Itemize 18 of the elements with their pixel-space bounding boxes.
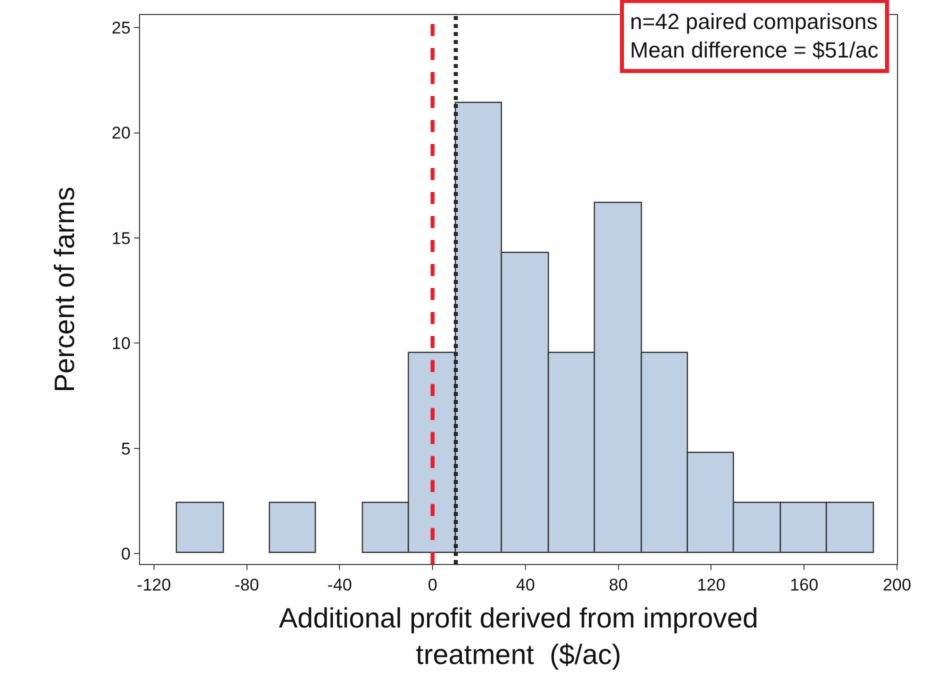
x-tick-label: 0	[428, 575, 438, 594]
x-tick-label: 160	[790, 575, 818, 594]
x-tick-label: 200	[882, 575, 912, 594]
y-tick-label: 15	[112, 228, 131, 248]
y-tick-label: 0	[121, 544, 131, 564]
y-tick-label: 10	[112, 334, 131, 354]
y-axis-title: Percent of farms	[49, 186, 80, 392]
x-axis-title: Additional profit derived from improved treatment ($/ac)	[278, 602, 758, 670]
x-tick-label: -120	[136, 575, 171, 594]
x-tick-label: 80	[608, 575, 628, 594]
x-tick-label: 120	[697, 575, 726, 594]
y-tick-label: 25	[112, 18, 131, 38]
annotation: n=42 paired comparisons Mean difference = $51/ac	[630, 9, 878, 63]
y-tick-label: 5	[121, 439, 131, 458]
x-tick-label: 40	[516, 575, 535, 594]
x-tick-label: -40	[327, 575, 352, 594]
x-tick-label: -80	[234, 575, 260, 594]
y-tick-label: 20	[112, 124, 131, 143]
